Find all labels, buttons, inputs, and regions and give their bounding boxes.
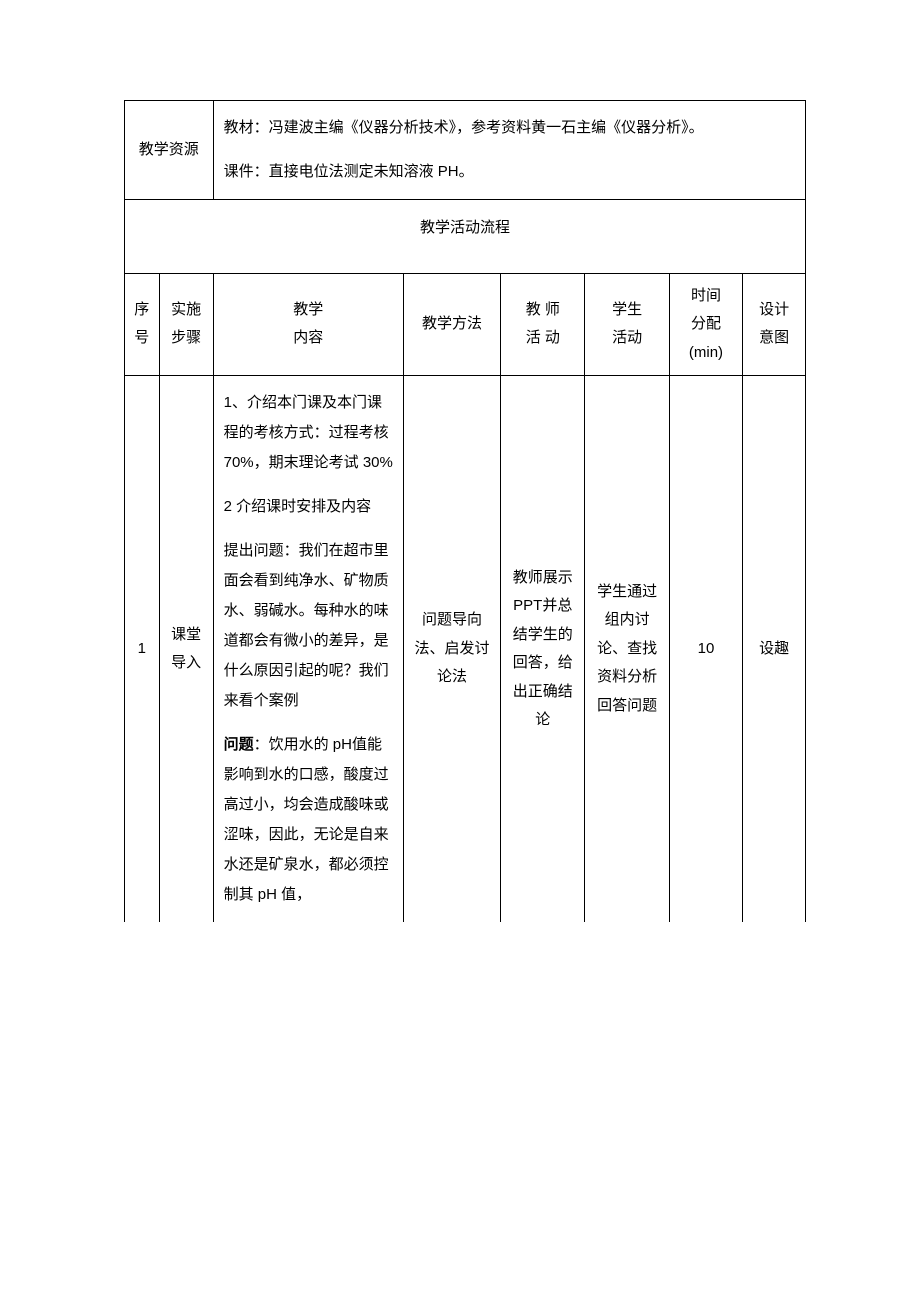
resources-courseware: 课件：直接电位法测定未知溶液 PH。 <box>224 157 795 187</box>
header-step: 实施步骤 <box>159 273 213 376</box>
header-teacher: 教 师 活 动 <box>501 273 585 376</box>
content-p4-rest: ：饮用水的 pH值能影响到水的口感，酸度过高过小，均会造成酸味或涩味，因此，无论… <box>224 736 389 903</box>
row-intent: 设趣 <box>743 376 806 923</box>
content-p2: 2 介绍课时安排及内容 <box>224 492 393 522</box>
table-row: 1 课堂导入 1、介绍本门课及本门课程的考核方式：过程考核 70%，期末理论考试… <box>125 376 806 923</box>
flow-title-row: 教学活动流程 <box>125 200 806 274</box>
resources-textbook: 教材：冯建波主编《仪器分析技术》，参考资料黄一石主编《仪器分析》。 <box>224 113 795 143</box>
row-teacher: 教师展示 PPT并总结学生的回答，给出正确结论 <box>501 376 585 923</box>
lesson-plan-table: 教学资源 教材：冯建波主编《仪器分析技术》，参考资料黄一石主编《仪器分析》。 课… <box>124 100 806 922</box>
row-time: 10 <box>669 376 743 923</box>
flow-title: 教学活动流程 <box>125 200 806 274</box>
resources-label: 教学资源 <box>125 101 214 200</box>
resources-row: 教学资源 教材：冯建波主编《仪器分析技术》，参考资料黄一石主编《仪器分析》。 课… <box>125 101 806 200</box>
row-seq: 1 <box>125 376 160 923</box>
header-student: 学生 活动 <box>585 273 669 376</box>
resources-text: 教材：冯建波主编《仪器分析技术》，参考资料黄一石主编《仪器分析》。 课件：直接电… <box>213 101 805 200</box>
row-content: 1、介绍本门课及本门课程的考核方式：过程考核 70%，期末理论考试 30% 2 … <box>213 376 403 923</box>
content-p1: 1、介绍本门课及本门课程的考核方式：过程考核 70%，期末理论考试 30% <box>224 388 393 478</box>
row-student: 学生通过组内讨论、查找资料分析回答问题 <box>585 376 669 923</box>
header-method: 教学方法 <box>403 273 500 376</box>
row-step: 课堂导入 <box>159 376 213 923</box>
header-intent: 设计 意图 <box>743 273 806 376</box>
header-time: 时间 分配 (min) <box>669 273 743 376</box>
row-method: 问题导向法、启发讨论法 <box>403 376 500 923</box>
content-p4: 问题：饮用水的 pH值能影响到水的口感，酸度过高过小，均会造成酸味或涩味，因此，… <box>224 730 393 910</box>
header-seq: 序号 <box>125 273 160 376</box>
content-p4-bold: 问题 <box>224 736 254 753</box>
header-row: 序号 实施步骤 教学 内容 教学方法 教 师 活 动 学生 活动 时间 分配 (… <box>125 273 806 376</box>
content-p3: 提出问题：我们在超市里面会看到纯净水、矿物质水、弱碱水。每种水的味道都会有微小的… <box>224 536 393 716</box>
header-content: 教学 内容 <box>213 273 403 376</box>
